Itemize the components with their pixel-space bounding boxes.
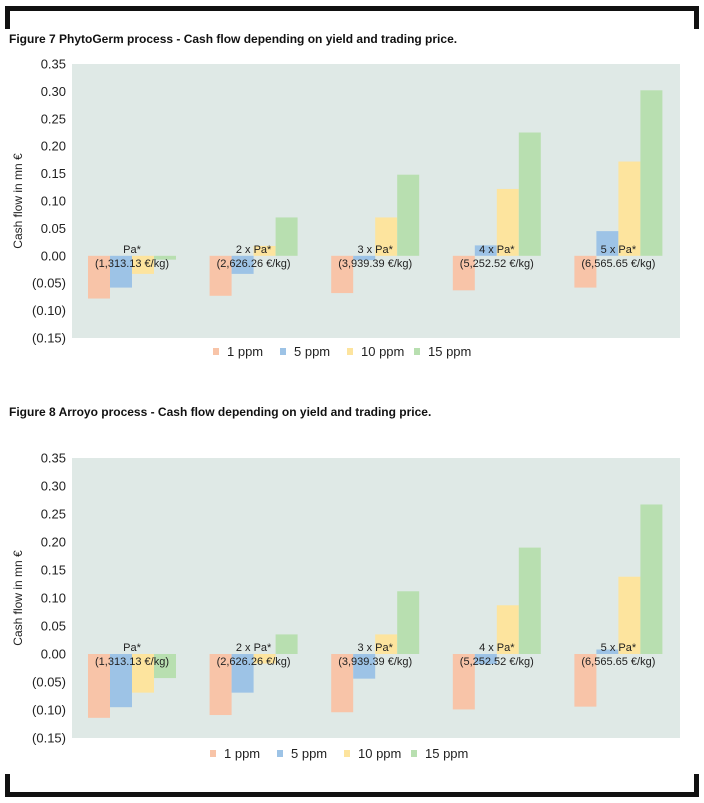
y-tick-label: 0.10 <box>41 591 66 606</box>
category-label-bottom: (2,626.26 €/kg) <box>217 656 291 668</box>
bottom-frame-line <box>5 792 699 797</box>
category-label-top: 5 x Pa* <box>601 244 637 256</box>
category-label-top: 3 x Pa* <box>357 244 393 256</box>
y-tick-label: (0.10) <box>32 303 66 318</box>
frame-corner-top-left <box>5 6 28 29</box>
figure-8-title: Figure 8 Arroyo process - Cash flow depe… <box>9 405 431 419</box>
y-tick-label: (0.05) <box>32 276 66 291</box>
legend-label: 10 ppm <box>361 344 404 359</box>
y-tick-label: 0.25 <box>41 507 66 522</box>
y-tick-label: 0.25 <box>41 111 66 126</box>
y-tick-label: 0.15 <box>41 166 66 181</box>
legend-swatch <box>344 750 350 757</box>
figure-7-chart: (0.15) (0.10) (0.05) 0.00 0.05 0.10 0.15 0.20 0.… <box>0 50 704 370</box>
plot-area <box>72 64 680 338</box>
bar <box>618 162 640 256</box>
legend-swatch <box>277 750 283 757</box>
category-label-bottom: (5,252.52 €/kg) <box>460 258 534 270</box>
bar <box>519 133 541 256</box>
category-label-bottom: (5,252.52 €/kg) <box>460 656 534 668</box>
y-axis-label: Cash flow in mn € <box>11 153 25 249</box>
legend-label: 5 ppm <box>294 344 330 359</box>
y-tick-label: 0.20 <box>41 139 66 154</box>
category-label-bottom: (3,939.39 €/kg) <box>338 258 412 270</box>
top-frame-line <box>5 6 699 11</box>
legend-label: 1 ppm <box>224 746 260 761</box>
category-label-bottom: (3,939.39 €/kg) <box>338 656 412 668</box>
y-tick-label: 0.05 <box>41 619 66 634</box>
category-label-top: 5 x Pa* <box>601 642 637 654</box>
legend-swatch <box>213 348 219 355</box>
category-label-bottom: (6,565.65 €/kg) <box>581 258 655 270</box>
y-tick-label: (0.15) <box>32 731 66 746</box>
legend-swatch <box>210 750 216 757</box>
legend-swatch <box>347 348 353 355</box>
category-label-top: Pa* <box>123 642 141 654</box>
legend-label: 15 ppm <box>425 746 468 761</box>
bar <box>640 90 662 255</box>
y-axis-label: Cash flow in mn € <box>11 550 25 646</box>
legend-label: 1 ppm <box>227 344 263 359</box>
category-label-top: 3 x Pa* <box>357 642 393 654</box>
category-label-top: 2 x Pa* <box>236 642 272 654</box>
y-tick-label: (0.10) <box>32 703 66 718</box>
figure-7-title: Figure 7 PhytoGerm process - Cash flow d… <box>9 32 457 46</box>
category-label-bottom: (1,313.13 €/kg) <box>95 258 169 270</box>
legend-swatch <box>280 348 286 355</box>
bar <box>519 548 541 654</box>
bar <box>276 634 298 654</box>
y-tick-label: 0.05 <box>41 221 66 236</box>
frame-corner-top-right <box>676 6 699 29</box>
legend-label: 15 ppm <box>428 344 471 359</box>
legend-label: 10 ppm <box>358 746 401 761</box>
frame-corner-bottom-right <box>676 774 699 797</box>
category-label-bottom: (2,626.26 €/kg) <box>217 258 291 270</box>
y-tick-label: (0.15) <box>32 331 66 346</box>
category-label-bottom: (6,565.65 €/kg) <box>581 656 655 668</box>
y-tick-label: 0.15 <box>41 563 66 578</box>
frame-corner-bottom-left <box>5 774 28 797</box>
y-tick-label: 0.35 <box>41 57 66 72</box>
y-tick-label: (0.05) <box>32 675 66 690</box>
bar <box>640 504 662 654</box>
legend-label: 5 ppm <box>291 746 327 761</box>
y-tick-label: 0.35 <box>41 451 66 466</box>
y-tick-label: 0.30 <box>41 479 66 494</box>
y-tick-label: 0.10 <box>41 194 66 209</box>
legend-swatch <box>414 348 420 355</box>
category-label-top: 2 x Pa* <box>236 244 272 256</box>
y-tick-label: 0.00 <box>41 248 66 263</box>
figure-8-chart: (0.15) (0.10) (0.05) 0.00 0.05 0.10 0.15 0.20 0.… <box>0 446 704 771</box>
y-tick-label: 0.30 <box>41 84 66 99</box>
category-label-top: Pa* <box>123 244 141 256</box>
bar <box>397 591 419 654</box>
y-tick-label: 0.20 <box>41 535 66 550</box>
legend-swatch <box>411 750 417 757</box>
category-label-bottom: (1,313.13 €/kg) <box>95 656 169 668</box>
category-label-top: 4 x Pa* <box>479 642 515 654</box>
y-tick-label: 0.00 <box>41 647 66 662</box>
category-label-top: 4 x Pa* <box>479 244 515 256</box>
bar <box>397 175 419 256</box>
bar <box>276 217 298 255</box>
